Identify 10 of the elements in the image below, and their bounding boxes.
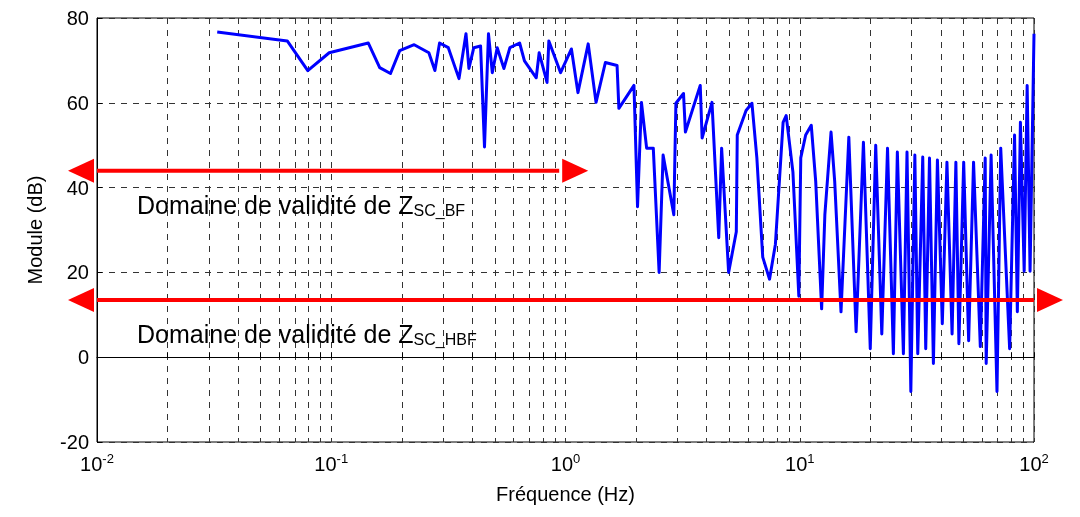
y-tick-label: 0 [77,346,89,369]
series-label: Domaine de validité de ZSC_HBF [137,319,477,350]
y-axis-title: Module (dB) [24,175,46,285]
series-label: Domaine de validité de ZSC_BF [137,190,466,221]
y-tick-label: 80 [66,7,89,29]
x-axis-title: Fréquence (Hz) [496,483,635,505]
y-tick-label: 60 [66,91,89,114]
y-tick-label: 40 [66,176,89,199]
y-tick-label: 20 [66,261,89,284]
y-tick-label: -20 [60,431,89,453]
